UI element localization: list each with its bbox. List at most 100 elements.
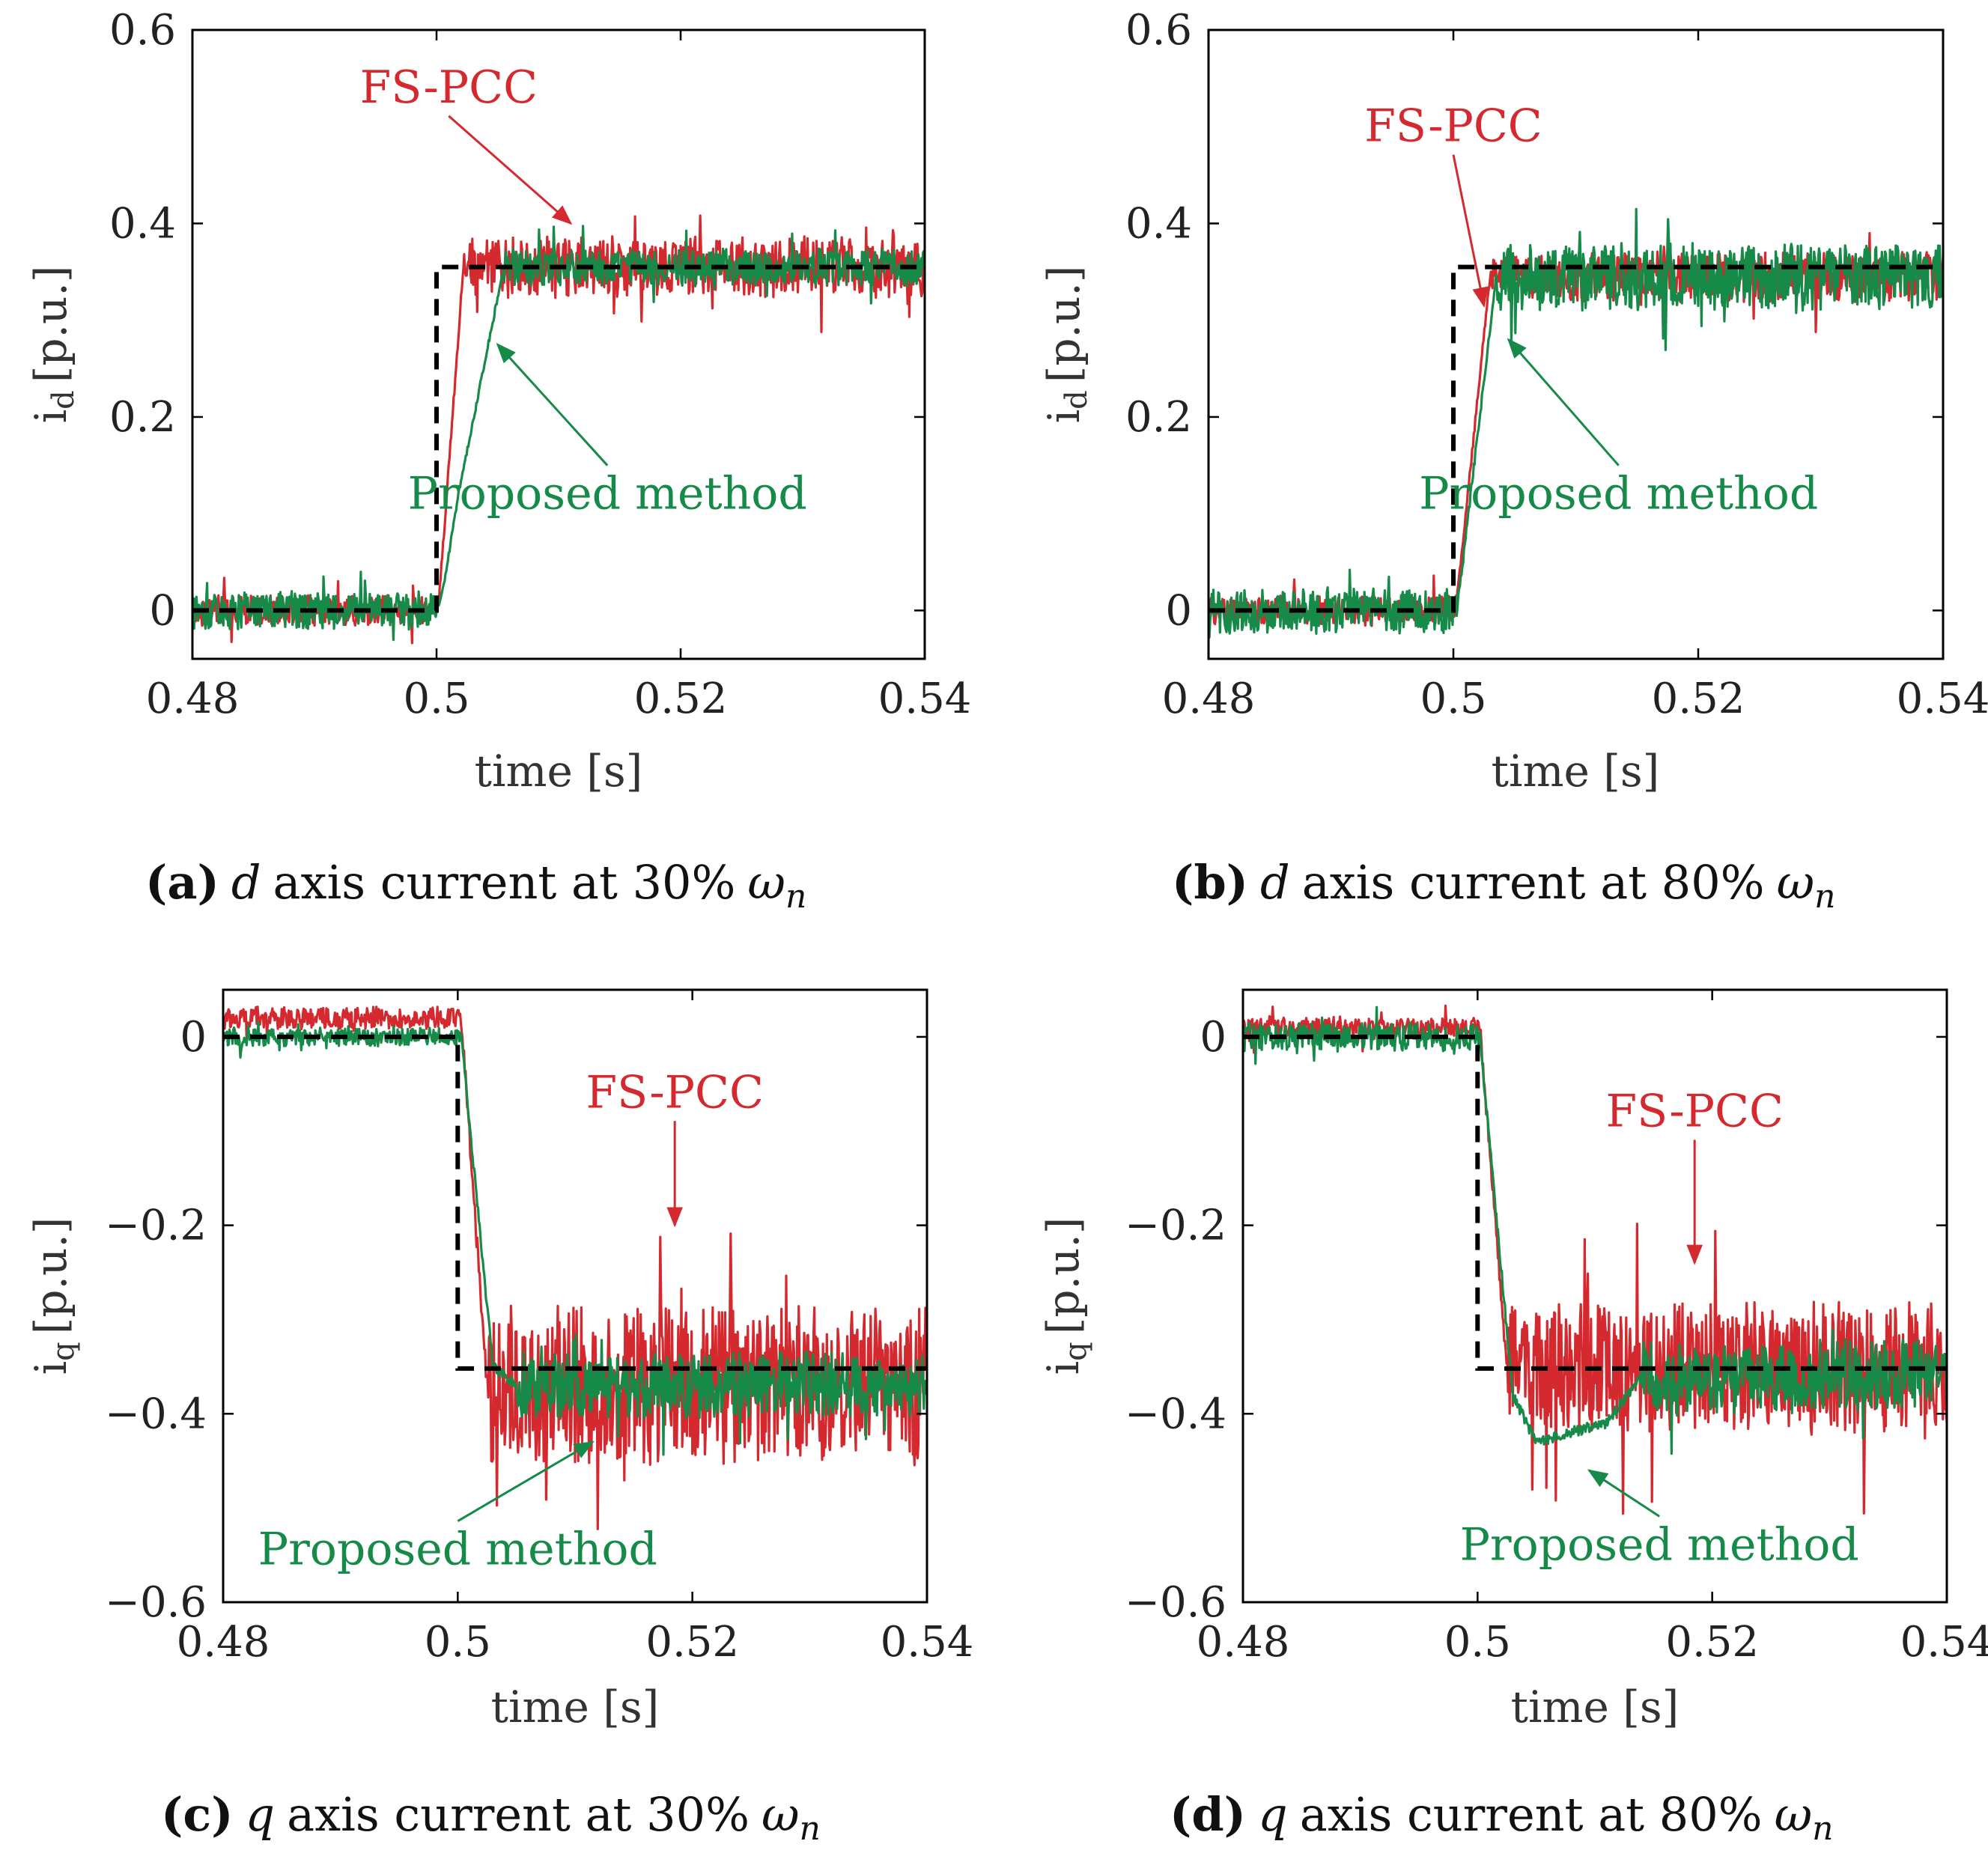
x-axis-label: time [s]: [1492, 746, 1660, 797]
y-tick-label: 0.4: [109, 199, 176, 248]
plot-area: [192, 214, 925, 645]
annotation-fs: FS-PCC: [360, 61, 538, 114]
caption-axis: d: [231, 855, 261, 910]
caption-text: axis current at 80%: [1300, 1787, 1763, 1842]
x-tick-label: 0.48: [1162, 675, 1256, 723]
annotation-pm: Proposed method: [1460, 1518, 1859, 1571]
x-tick-label: 0.5: [425, 1618, 491, 1667]
y-tick-label: 0: [1165, 586, 1192, 635]
y-axis-label: id [p.u.]: [1039, 266, 1094, 424]
series-proposed-method: [1243, 1005, 1947, 1455]
y-label-main: i: [25, 410, 76, 424]
axes-frame: [1207, 28, 1945, 660]
y-label-sub: d: [46, 390, 81, 410]
y-label-sub: d: [1060, 390, 1094, 410]
caption-omega: ω: [1775, 1787, 1813, 1842]
caption-omega: ω: [747, 855, 785, 910]
x-tick-label: 0.52: [645, 1618, 739, 1667]
x-tick-label: 0.54: [1900, 1618, 1988, 1667]
annotation-pm: Proposed method: [258, 1524, 657, 1576]
y-axis-label: id [p.u.]: [25, 266, 81, 424]
plot-area: [223, 1005, 927, 1530]
annotation-arrow-pm: [1587, 1469, 1660, 1518]
caption-axis: d: [1260, 855, 1290, 910]
y-tick-label: 0: [1200, 1013, 1226, 1062]
caption: (d) q axis current at 80% ωn: [1170, 1787, 1834, 1848]
y-label-unit: [p.u.]: [25, 1217, 76, 1335]
x-tick-label: 0.5: [1444, 1618, 1511, 1667]
y-tick-label: −0.2: [1125, 1202, 1226, 1250]
y-tick-label: −0.6: [1125, 1578, 1226, 1627]
x-tick-label: 0.48: [1197, 1618, 1290, 1667]
annotation-arrow-fs: [1452, 154, 1489, 308]
y-tick-label: −0.4: [1125, 1390, 1226, 1438]
series-fs-pcc: [1243, 1004, 1947, 1515]
y-label-main: i: [1039, 410, 1089, 424]
caption: (b) d axis current at 80% ωn: [1172, 855, 1836, 916]
series-reference: [192, 264, 925, 613]
x-tick-label: 0.52: [1665, 1618, 1759, 1667]
caption-omega: ω: [1777, 855, 1815, 910]
series-fs-pcc: [1209, 231, 1943, 627]
caption-tag: (a): [145, 855, 219, 910]
y-label-unit: [p.u.]: [1038, 1217, 1089, 1335]
caption-axis: q: [1258, 1787, 1288, 1842]
axes-frame: [191, 28, 926, 660]
caption-axis: q: [245, 1787, 275, 1842]
y-tick-label: 0.6: [109, 6, 176, 55]
y-tick-label: −0.2: [105, 1202, 207, 1250]
y-label-main: i: [1038, 1361, 1089, 1375]
y-tick-label: 0.6: [1125, 6, 1192, 55]
caption-text: axis current at 80%: [1302, 855, 1765, 910]
x-axis-label: time [s]: [475, 746, 643, 797]
y-tick-label: 0: [180, 1013, 207, 1062]
series-proposed-method: [223, 1020, 927, 1456]
annotation-pm: Proposed method: [408, 468, 807, 520]
x-tick-label: 0.54: [881, 1618, 974, 1667]
y-tick-label: 0.4: [1125, 199, 1192, 248]
caption: (c) q axis current at 30% ωn: [161, 1787, 821, 1848]
caption-text: axis current at 30%: [273, 855, 736, 910]
caption-sub: n: [1814, 877, 1835, 916]
x-tick-label: 0.48: [146, 675, 240, 723]
x-tick-label: 0.5: [403, 675, 469, 723]
plot-area: [1243, 1004, 1947, 1515]
annotation-arrow-pm: [1507, 338, 1620, 466]
plot-area: [1209, 207, 1943, 639]
annotation-fs: FS-PCC: [586, 1066, 763, 1119]
y-label-main: i: [25, 1361, 76, 1375]
y-label-sub: q: [1059, 1342, 1093, 1361]
y-tick-label: 0.2: [109, 393, 176, 442]
y-tick-label: 0: [149, 586, 176, 635]
caption-tag: (d): [1170, 1787, 1246, 1842]
annotation-fs: FS-PCC: [1605, 1085, 1783, 1137]
caption-tag: (b): [1172, 855, 1248, 910]
caption-omega: ω: [762, 1787, 800, 1842]
axes-frame: [222, 988, 928, 1604]
annotation-arrow-pm: [496, 343, 609, 466]
x-tick-label: 0.54: [1897, 675, 1988, 723]
y-label-sub: q: [46, 1342, 81, 1361]
caption-text: axis current at 30%: [287, 1787, 750, 1842]
caption-sub: n: [800, 1810, 821, 1848]
y-axis-label: iq [p.u.]: [25, 1217, 81, 1375]
x-tick-label: 0.54: [878, 675, 972, 723]
x-tick-label: 0.48: [177, 1618, 270, 1667]
annotation-arrow-fs: [448, 115, 573, 225]
y-label-unit: [p.u.]: [25, 266, 76, 383]
caption-tag: (c): [161, 1787, 233, 1842]
y-tick-label: −0.4: [105, 1390, 207, 1438]
caption-sub: n: [785, 877, 806, 916]
x-tick-label: 0.52: [634, 675, 728, 723]
series-reference: [1209, 264, 1943, 613]
x-tick-label: 0.5: [1420, 675, 1486, 723]
caption-sub: n: [1812, 1810, 1833, 1848]
x-tick-label: 0.52: [1652, 675, 1745, 723]
annotation-arrow-pm: [457, 1440, 595, 1522]
